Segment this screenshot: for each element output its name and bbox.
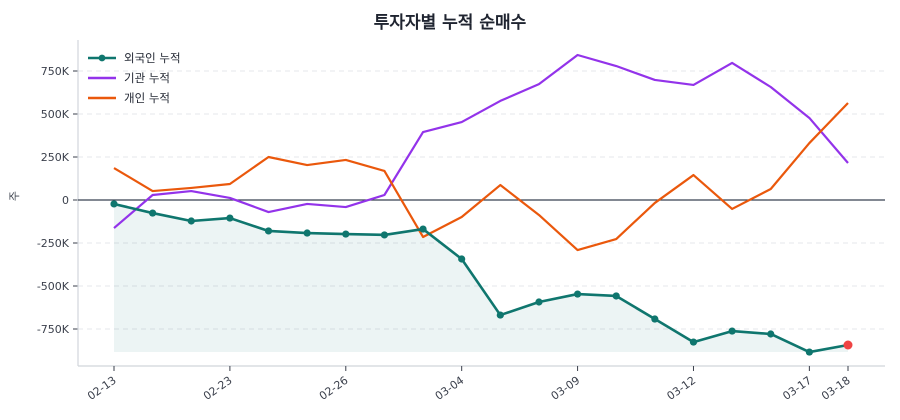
data-point-marker bbox=[303, 229, 311, 237]
data-point-marker bbox=[380, 231, 389, 239]
data-point-marker bbox=[110, 200, 118, 208]
data-point-marker bbox=[612, 292, 620, 300]
x-tick-label: 03-09 bbox=[549, 374, 583, 403]
legend-marker bbox=[98, 54, 106, 62]
last-point-marker bbox=[843, 340, 853, 350]
data-point-marker bbox=[226, 214, 234, 222]
data-point-marker bbox=[496, 311, 504, 319]
data-point-marker bbox=[419, 225, 427, 233]
data-point-marker bbox=[767, 330, 775, 338]
x-tick-label: 03-12 bbox=[665, 374, 699, 403]
data-point-marker bbox=[689, 338, 698, 346]
y-tick-label: 0 bbox=[62, 194, 69, 207]
data-point-marker bbox=[187, 217, 195, 225]
y-axis-label: 주 bbox=[8, 191, 21, 201]
series-line-0 bbox=[113, 202, 849, 354]
x-tick-label: 03-17 bbox=[780, 374, 814, 403]
x-tick-label: 02-26 bbox=[317, 374, 351, 403]
data-point-marker bbox=[651, 315, 659, 323]
y-tick-label: 500K bbox=[41, 108, 70, 121]
x-tick-label: 03-04 bbox=[433, 374, 467, 403]
data-point-marker bbox=[458, 255, 466, 263]
y-tick-label: 750K bbox=[41, 65, 70, 78]
series-line-2 bbox=[113, 102, 849, 252]
y-tick-label: -250K bbox=[37, 237, 70, 250]
legend-label: 개인 누적 bbox=[124, 91, 170, 105]
y-tick-label: -500K bbox=[37, 280, 70, 293]
legend-label: 기관 누적 bbox=[124, 71, 170, 85]
chart-title: 투자자별 누적 순매수 bbox=[373, 13, 527, 33]
y-tick-label: -750K bbox=[37, 323, 70, 336]
x-tick-label: 03-18 bbox=[819, 374, 853, 403]
y-tick-label: 250K bbox=[41, 151, 70, 164]
data-point-marker bbox=[264, 227, 273, 235]
data-point-marker bbox=[805, 348, 813, 356]
legend-label: 외국인 누적 bbox=[124, 51, 181, 65]
x-tick-label: 02-13 bbox=[85, 374, 119, 403]
x-tick-label: 02-23 bbox=[201, 374, 235, 403]
series-line-1 bbox=[113, 53, 849, 229]
data-point-marker bbox=[573, 290, 582, 298]
foreign-area-fill bbox=[114, 203, 848, 353]
data-point-marker bbox=[535, 298, 543, 306]
data-point-marker bbox=[149, 209, 157, 217]
data-point-marker bbox=[728, 327, 736, 335]
data-point-marker bbox=[342, 230, 350, 238]
